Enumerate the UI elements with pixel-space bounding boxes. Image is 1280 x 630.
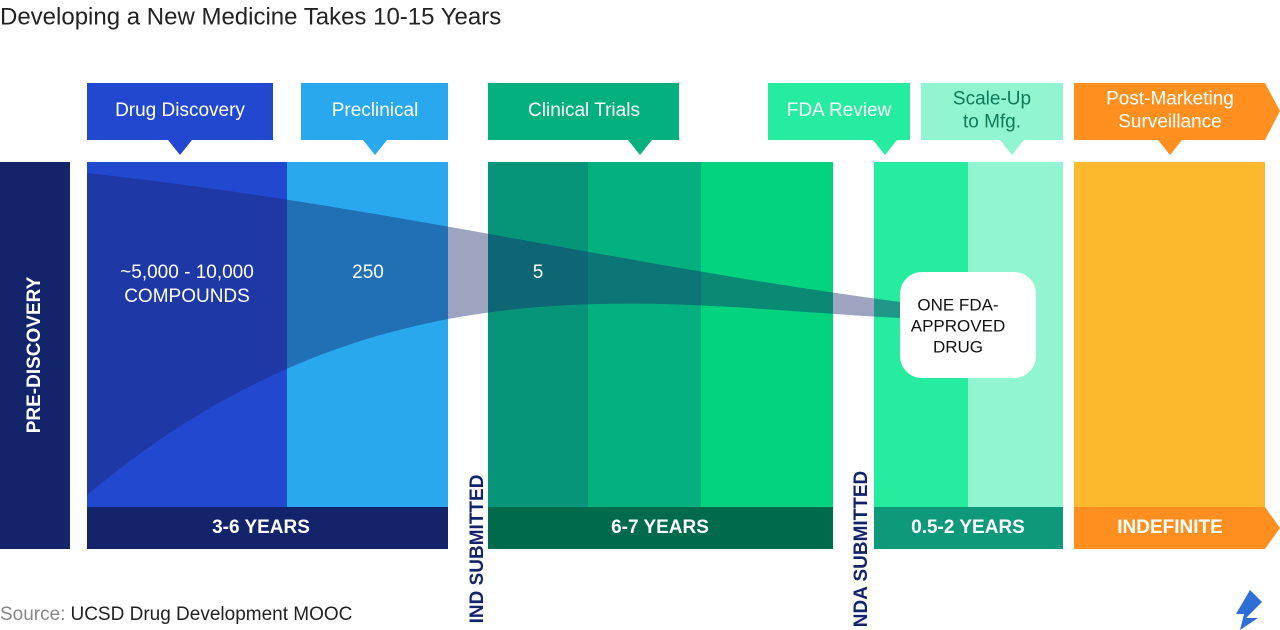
duration-band [1074,507,1280,549]
duration: 6-7 YEARS [611,517,709,538]
stage-label: to Mfg. [963,112,1021,133]
callout [301,83,448,155]
column [701,162,833,507]
callout [87,83,273,155]
source: Source: UCSD Drug Development MOOC [0,604,352,625]
source-prefix: Source: [0,604,65,625]
duration-band [874,507,1063,549]
logo [1236,590,1262,630]
funnel [87,173,900,495]
duration-band [488,507,833,549]
pre-discovery-label: PRE-DISCOVERY [24,276,45,433]
result-label: APPROVED [911,316,1005,335]
callout [1074,83,1280,155]
result-label: ONE FDA- [917,295,998,314]
stage-label: Clinical Trials [528,100,640,121]
callout [768,83,910,155]
result-label: DRUG [933,337,983,356]
title: Developing a New Medicine Takes 10-15 Ye… [0,3,501,30]
milestone: IND SUBMITTED [467,475,488,624]
stage-label: Scale-Up [953,89,1031,110]
milestone: NDA SUBMITTED [851,471,872,628]
funnel-label: COMPOUNDS [124,286,250,307]
duration-band [87,507,448,549]
callout [488,83,679,155]
column [287,162,448,507]
column [87,162,287,507]
funnel-label: 5 [533,262,544,283]
funnel-label: 250 [352,262,384,283]
source-text: UCSD Drug Development MOOC [70,604,352,625]
column [1074,162,1265,507]
result-box [900,272,1036,378]
callout [921,83,1063,155]
pre-discovery-bar [0,162,70,549]
stage-label: Post-Marketing [1106,89,1234,110]
column [488,162,588,507]
stage-label: Drug Discovery [115,100,245,121]
duration: INDEFINITE [1117,517,1223,538]
stage-label: Surveillance [1118,112,1222,133]
funnel-label: ~5,000 - 10,000 [120,262,254,283]
duration: 0.5-2 YEARS [911,517,1025,538]
stage-label: Preclinical [332,100,419,121]
column [588,162,701,507]
stage-label: FDA Review [787,100,892,121]
duration: 3-6 YEARS [212,517,310,538]
